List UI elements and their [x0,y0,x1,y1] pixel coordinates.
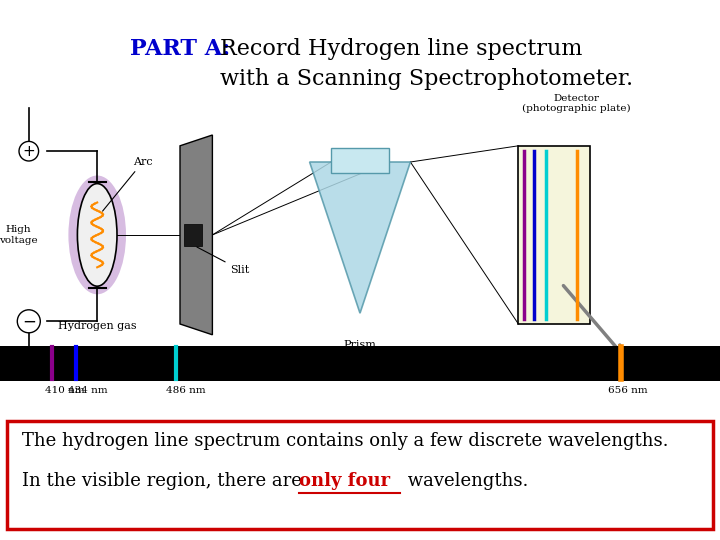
Text: +: + [22,144,35,159]
Text: 656 nm: 656 nm [608,386,648,395]
Text: only four: only four [299,472,390,490]
Text: Prism: Prism [343,340,377,350]
Text: In the visible region, there are: In the visible region, there are [22,472,307,490]
Ellipse shape [68,176,126,294]
Text: Hydrogen gas: Hydrogen gas [58,321,137,332]
Bar [331,148,389,173]
Text: 486 nm: 486 nm [166,386,205,395]
Bar [518,146,590,324]
Text: Slit: Slit [197,247,250,275]
Text: PART A:: PART A: [130,38,230,60]
Polygon shape [180,135,212,335]
Text: −: − [22,312,36,330]
Bar [0,346,720,381]
Text: High
voltage: High voltage [0,225,37,245]
Polygon shape [310,162,410,313]
Text: wavelengths.: wavelengths. [402,472,528,490]
Text: Detector
(photographic plate): Detector (photographic plate) [522,94,630,113]
Text: 410 nm: 410 nm [45,386,84,395]
Text: Record Hydrogen line spectrum: Record Hydrogen line spectrum [220,38,582,60]
Ellipse shape [78,184,117,286]
FancyBboxPatch shape [7,421,713,529]
Text: with a Scanning Spectrophotometer.: with a Scanning Spectrophotometer. [220,68,633,90]
Text: 434 nm: 434 nm [68,386,108,395]
Bar [184,224,202,246]
Text: The hydrogen line spectrum contains only a few discrete wavelengths.: The hydrogen line spectrum contains only… [22,432,668,450]
Text: Arc: Arc [102,157,153,211]
